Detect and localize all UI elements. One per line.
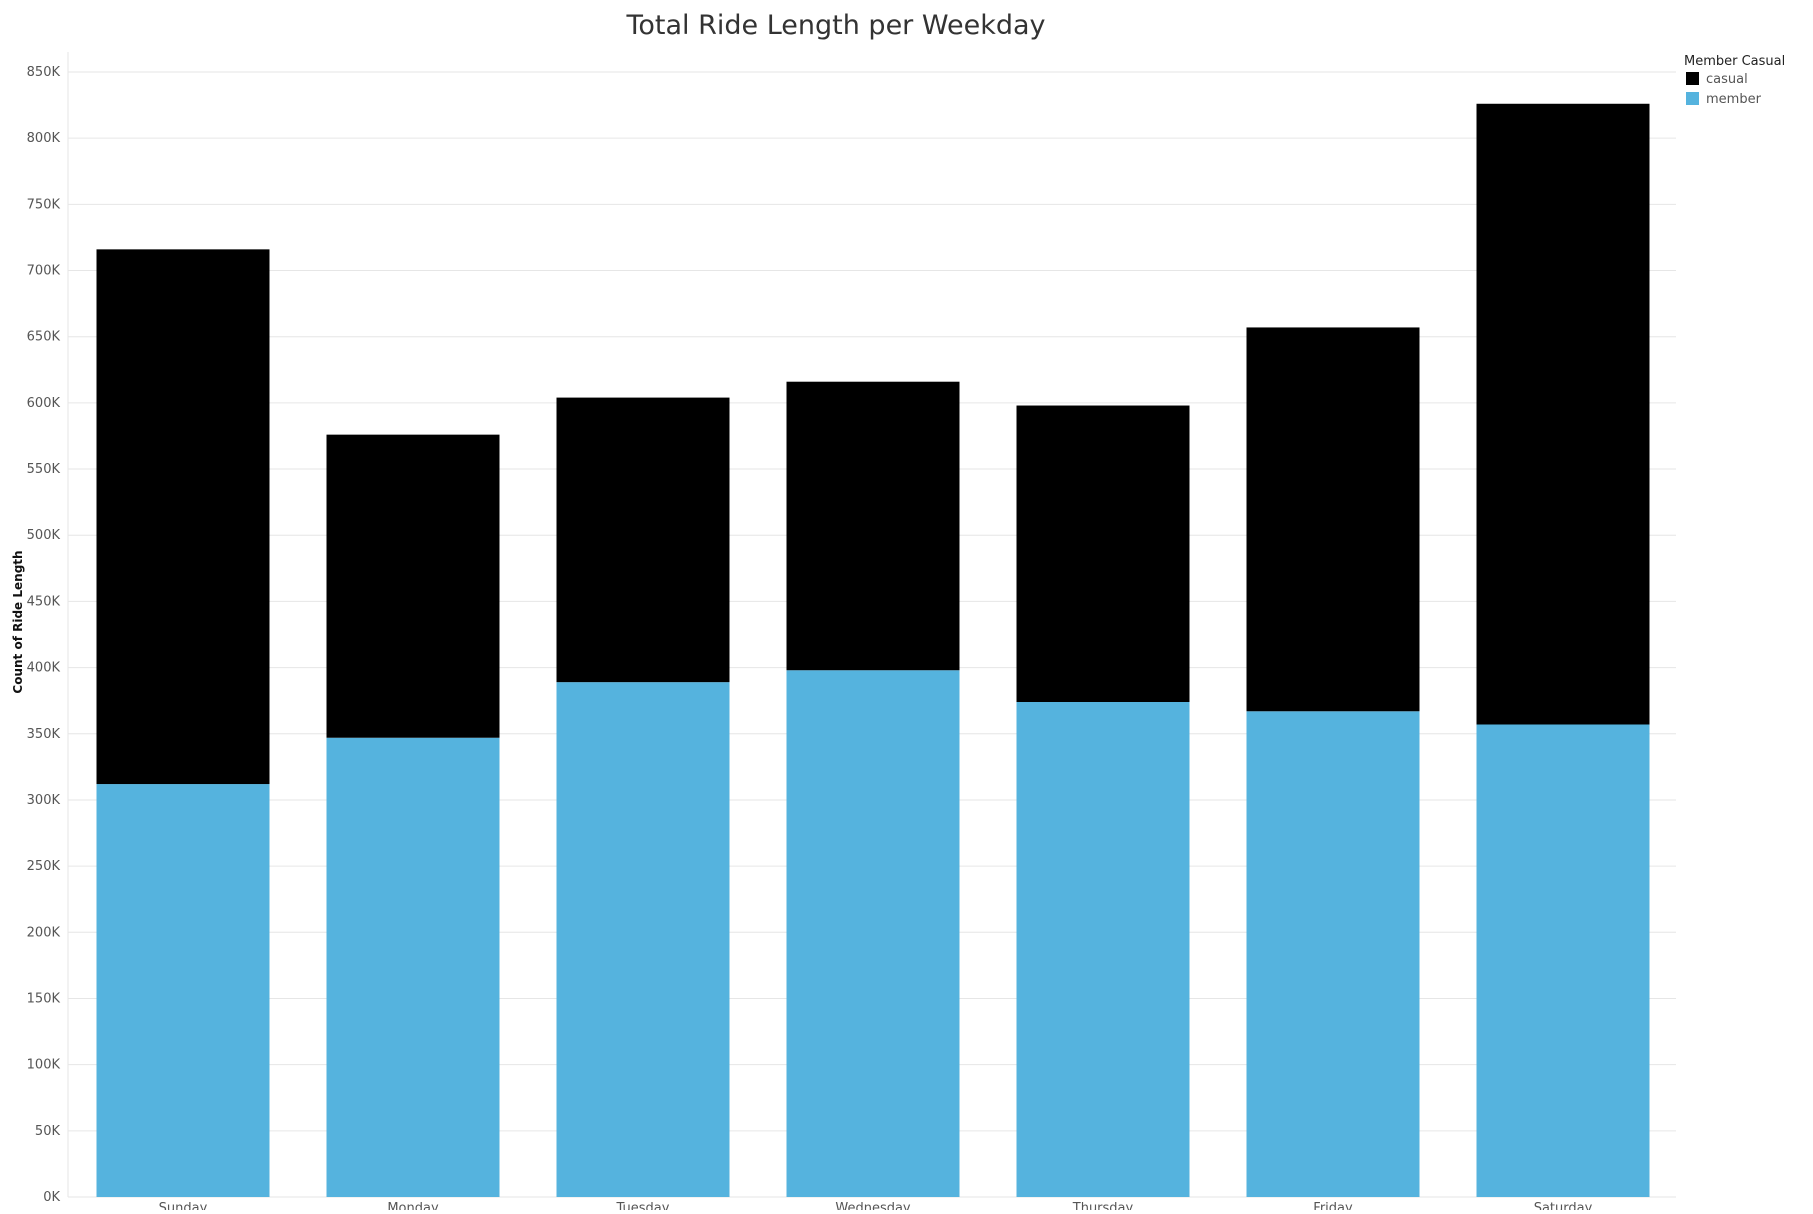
- y-tick-label: 200K: [27, 925, 61, 940]
- x-tick-label: Saturday: [1534, 1201, 1593, 1210]
- bar-member-friday: [1246, 711, 1420, 1197]
- legend-swatch-member: [1686, 92, 1699, 105]
- bar-casual-friday: [1246, 327, 1420, 712]
- legend-swatch-casual: [1686, 72, 1699, 85]
- y-tick-label: 700K: [27, 264, 61, 279]
- bar-casual-sunday: [96, 249, 270, 785]
- x-tick-label: Friday: [1313, 1201, 1353, 1210]
- y-tick-label: 450K: [27, 594, 61, 609]
- x-tick-label: Tuesday: [616, 1201, 670, 1210]
- x-tick-label: Thursday: [1072, 1201, 1134, 1210]
- y-tick-label: 50K: [35, 1124, 61, 1139]
- y-tick-label: 300K: [27, 793, 61, 808]
- y-tick-label: 850K: [27, 65, 61, 80]
- legend-label-casual: casual: [1706, 72, 1748, 87]
- y-tick-label: 250K: [27, 859, 61, 874]
- legend: Member Casual casual member: [1684, 54, 1785, 107]
- y-tick-label: 800K: [27, 131, 61, 146]
- bar-member-saturday: [1476, 724, 1650, 1197]
- y-tick-label: 600K: [27, 396, 61, 411]
- legend-title: Member Casual: [1684, 54, 1785, 69]
- bar-member-thursday: [1016, 702, 1190, 1197]
- bar-casual-saturday: [1476, 103, 1650, 725]
- chart-title: Total Ride Length per Weekday: [625, 10, 1045, 41]
- y-tick-label: 0K: [43, 1190, 60, 1205]
- bar-member-monday: [326, 737, 500, 1197]
- y-axis-label: Count of Ride Length: [11, 550, 25, 693]
- x-tick-label: Monday: [387, 1201, 439, 1210]
- y-tick-label: 100K: [27, 1058, 61, 1073]
- y-tick-label: 350K: [27, 727, 61, 742]
- x-tick-label: Wednesday: [835, 1201, 911, 1210]
- bar-member-tuesday: [556, 682, 730, 1197]
- y-tick-label: 750K: [27, 197, 61, 212]
- bar-casual-tuesday: [556, 397, 730, 683]
- y-tick-label: 650K: [27, 330, 61, 345]
- y-tick-label: 150K: [27, 991, 61, 1006]
- y-tick-label: 400K: [27, 661, 61, 676]
- bar-casual-wednesday: [786, 381, 960, 671]
- y-tick-label: 500K: [27, 528, 61, 543]
- x-axis-ticks: Sunday Monday Tuesday Wednesday Thursday Frid…: [159, 1201, 1593, 1214]
- x-tick-label: Sunday: [159, 1201, 208, 1210]
- bar-member-sunday: [96, 784, 270, 1197]
- y-axis-ticks: 0K 50K 100K 150K 200K 250K 300K 350K 400K 450K 500…: [27, 65, 61, 1205]
- bar-member-wednesday: [786, 670, 960, 1197]
- legend-label-member: member: [1706, 92, 1762, 107]
- bar-casual-thursday: [1016, 405, 1190, 702]
- bar-casual-monday: [326, 434, 500, 738]
- bars: [96, 103, 1650, 1197]
- y-tick-label: 550K: [27, 462, 61, 477]
